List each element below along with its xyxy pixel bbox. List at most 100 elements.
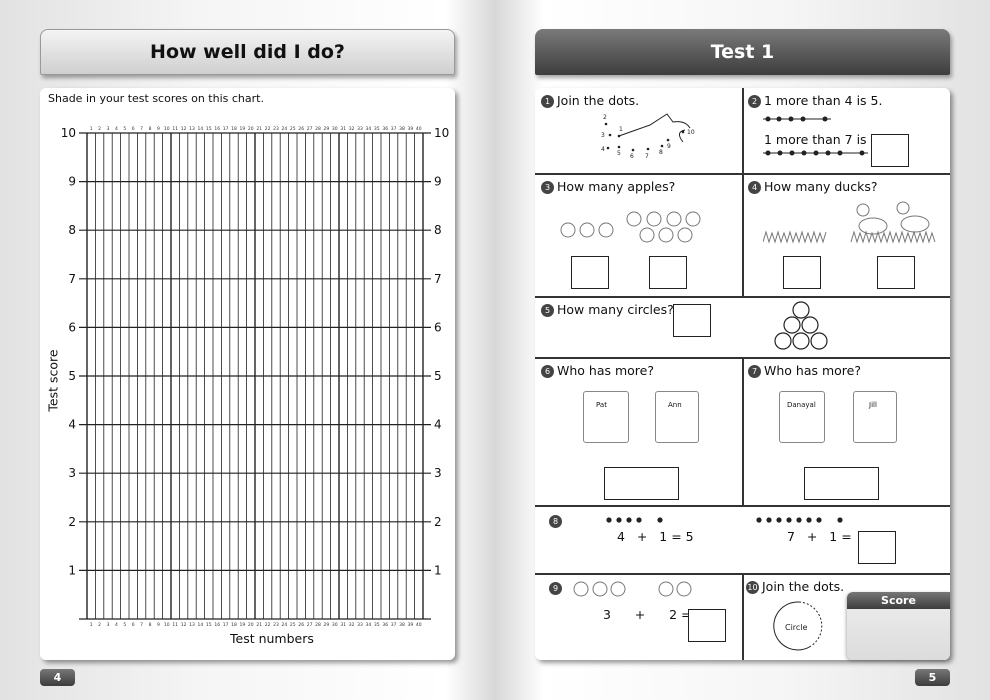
question-7: 7 Who has more? [748, 363, 861, 378]
x-tick-label: 15 [206, 622, 212, 628]
x-tick-label: 31 [340, 126, 346, 132]
answer-box-3b[interactable] [649, 256, 687, 289]
question-5: 5 How many circles? [541, 302, 674, 317]
y-tick-label-right: 5 [434, 369, 442, 383]
bag-danayal: Danayal [779, 391, 825, 443]
x-tick-label: 16 [214, 622, 220, 628]
question-8-number: 8 [549, 515, 562, 528]
y-tick-label-left: 6 [68, 320, 76, 334]
score-label: Score [847, 592, 950, 609]
score-box[interactable]: Score [847, 592, 950, 660]
x-tick-label: 4 [115, 126, 118, 132]
x-tick-label: 10 [164, 622, 170, 628]
x-tick-label: 21 [256, 622, 262, 628]
x-tick-label: 23 [273, 126, 279, 132]
answer-box-8[interactable] [858, 531, 896, 564]
bag-jill: Jill [853, 391, 897, 443]
x-tick-label: 24 [282, 126, 288, 132]
bag-pat: Pat [583, 391, 629, 443]
answer-box-5[interactable] [673, 304, 711, 337]
answer-box-6[interactable] [604, 467, 679, 500]
answer-box-9[interactable] [688, 609, 726, 642]
question-4: 4 How many ducks? [748, 179, 878, 194]
x-tick-label: 18 [231, 126, 237, 132]
question-10: 10 Join the dots. [746, 579, 845, 594]
x-tick-label: 24 [282, 622, 288, 628]
equation-8a: 4 + 1 = 5 [617, 529, 694, 544]
y-tick-label-right: 4 [434, 418, 442, 432]
x-tick-label: 38 [399, 622, 405, 628]
y-tick-label-left: 3 [68, 466, 76, 480]
x-tick-label: 19 [240, 622, 246, 628]
answer-box-4a[interactable] [783, 256, 821, 289]
x-tick-label: 12 [181, 126, 187, 132]
answer-box-3a[interactable] [571, 256, 609, 289]
x-tick-label: 26 [298, 622, 304, 628]
x-tick-label: 5 [123, 126, 126, 132]
x-tick-label: 13 [189, 126, 195, 132]
x-tick-label: 20 [248, 622, 254, 628]
y-tick-label-left: 9 [68, 175, 76, 189]
x-tick-label: 39 [408, 622, 414, 628]
number-dots-line [763, 116, 868, 156]
x-tick-label: 38 [399, 126, 405, 132]
x-tick-label: 35 [374, 126, 380, 132]
dot-circle-icon[interactable]: Circle [771, 598, 827, 654]
x-tick-label: 32 [349, 126, 355, 132]
answer-box-2[interactable] [871, 134, 909, 167]
svg-text:7: 7 [645, 153, 649, 160]
x-tick-label: 6 [132, 622, 135, 628]
y-tick-label-right: 1 [434, 563, 442, 577]
x-tick-label: 16 [214, 126, 220, 132]
x-tick-label: 13 [189, 622, 195, 628]
y-tick-label-left: 8 [68, 223, 76, 237]
x-tick-label: 30 [332, 126, 338, 132]
x-tick-label: 6 [132, 126, 135, 132]
x-tick-label: 29 [324, 126, 330, 132]
x-tick-label: 35 [374, 622, 380, 628]
bag-ann: Ann [655, 391, 699, 443]
score-chart-grid[interactable]: 1122334455667788991010111112121313141415… [40, 88, 455, 660]
dot-to-dot-fish[interactable]: 2 1 3 4 5 6 7 89 10 [595, 110, 705, 160]
x-tick-label: 22 [265, 126, 271, 132]
x-tick-label: 31 [340, 622, 346, 628]
x-tick-label: 11 [172, 126, 178, 132]
x-tick-label: 37 [391, 622, 397, 628]
x-tick-label: 14 [198, 126, 204, 132]
x-tick-label: 23 [273, 622, 279, 628]
x-tick-label: 12 [181, 622, 187, 628]
y-tick-label-left: 10 [61, 126, 76, 140]
question-3: 3 How many apples? [541, 179, 675, 194]
svg-text:10: 10 [687, 129, 695, 136]
svg-text:1: 1 [619, 126, 623, 133]
x-tick-label: 7 [140, 126, 143, 132]
x-tick-label: 37 [391, 126, 397, 132]
y-tick-label-right: 10 [434, 126, 449, 140]
y-tick-label-right: 7 [434, 272, 442, 286]
question-1: 1 Join the dots. [541, 93, 639, 108]
x-tick-label: 25 [290, 622, 296, 628]
counting-dots [606, 517, 843, 523]
x-tick-label: 10 [164, 126, 170, 132]
x-tick-label: 40 [416, 126, 422, 132]
answer-box-4b[interactable] [877, 256, 915, 289]
svg-text:5: 5 [617, 150, 621, 157]
svg-text:6: 6 [630, 153, 634, 160]
y-tick-label-right: 2 [434, 515, 442, 529]
question-2-prompt: 1 more than 7 is [764, 132, 867, 147]
question-9-number: 9 [549, 582, 562, 595]
answer-box-7[interactable] [804, 467, 879, 500]
x-tick-label: 3 [107, 126, 110, 132]
x-tick-label: 3 [107, 622, 110, 628]
y-tick-label-left: 5 [68, 369, 76, 383]
x-tick-label: 4 [115, 622, 118, 628]
y-tick-label-right: 8 [434, 223, 442, 237]
ducks-icon [763, 201, 936, 244]
score-chart-panel: Shade in your test scores on this chart.… [40, 88, 455, 660]
x-tick-label: 18 [231, 622, 237, 628]
x-tick-label: 14 [198, 622, 204, 628]
circles-triangle-icon [774, 301, 828, 350]
y-tick-label-left: 1 [68, 563, 76, 577]
x-tick-label: 1 [90, 622, 93, 628]
x-tick-label: 17 [223, 126, 229, 132]
